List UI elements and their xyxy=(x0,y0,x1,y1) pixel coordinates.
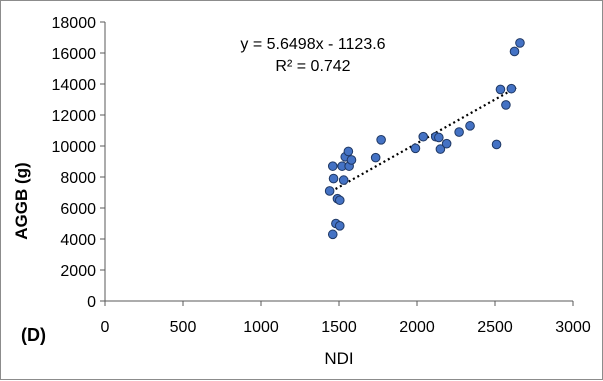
data-point xyxy=(506,83,517,94)
axes-layer: 0200040006000800010000120001400016000180… xyxy=(52,15,591,336)
y-tick-label: 14000 xyxy=(52,77,97,94)
data-point xyxy=(370,152,381,163)
x-tick-label: 1500 xyxy=(321,319,357,336)
y-tick-label: 12000 xyxy=(52,108,97,125)
data-point xyxy=(454,127,464,137)
x-tick-label: 1000 xyxy=(243,319,279,336)
y-tick-label: 2000 xyxy=(60,263,96,280)
data-point xyxy=(343,146,354,157)
data-point xyxy=(334,221,345,231)
data-point xyxy=(495,84,506,95)
data-point xyxy=(334,195,345,206)
x-axis-title: NDI xyxy=(324,349,353,368)
data-point xyxy=(418,131,429,142)
y-tick-label: 0 xyxy=(87,294,96,311)
data-point xyxy=(410,143,421,154)
data-point xyxy=(434,132,444,143)
x-tick-label: 3000 xyxy=(555,319,591,336)
x-tick-label: 0 xyxy=(101,319,110,336)
y-tick-label: 8000 xyxy=(60,170,96,187)
y-tick-label: 10000 xyxy=(52,139,97,156)
y-axis-title: AGGB (g) xyxy=(12,162,31,239)
data-point xyxy=(465,121,475,131)
trendline xyxy=(330,85,519,193)
data-point xyxy=(327,161,338,171)
data-point xyxy=(376,135,386,145)
trendline-equation: y = 5.6498x - 1123.6 xyxy=(240,36,385,53)
x-tick-label: 2000 xyxy=(399,319,435,336)
data-point xyxy=(435,144,446,154)
x-tick-label: 2500 xyxy=(477,319,513,336)
data-point xyxy=(515,38,525,48)
y-tick-label: 4000 xyxy=(60,232,96,249)
y-tick-label: 18000 xyxy=(52,15,97,32)
text-layer: y = 5.6498x - 1123.6 R² = 0.742 NDI AGGB… xyxy=(12,36,386,368)
panel-label: (D) xyxy=(21,325,46,345)
data-point xyxy=(441,138,452,149)
r-squared-label: R² = 0.742 xyxy=(275,58,350,75)
trendline-layer xyxy=(330,85,519,193)
data-point xyxy=(509,46,520,57)
data-point xyxy=(338,175,349,185)
data-point xyxy=(491,139,502,150)
points-layer xyxy=(324,38,525,240)
data-point xyxy=(328,173,339,184)
y-tick-label: 6000 xyxy=(60,201,96,218)
x-tick-label: 500 xyxy=(170,319,197,336)
y-tick-label: 16000 xyxy=(52,46,97,63)
data-point xyxy=(324,186,335,196)
data-point xyxy=(346,155,357,165)
data-point xyxy=(501,100,511,110)
data-point xyxy=(327,229,338,240)
